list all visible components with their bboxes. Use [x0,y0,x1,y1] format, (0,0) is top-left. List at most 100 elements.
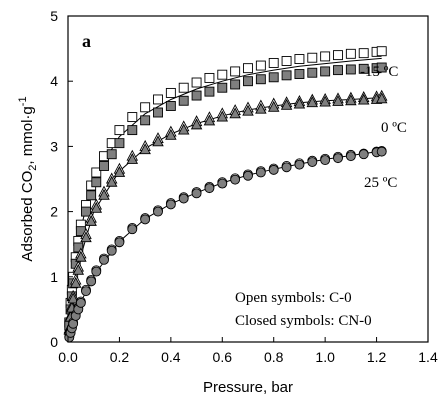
data-point-circle [140,214,151,225]
data-point-square [255,60,266,71]
data-point-triangle [319,95,331,107]
data-point-circle [191,188,202,199]
data-point-square [217,69,228,80]
data-point-circle [114,237,125,248]
data-point-circle [106,245,117,256]
data-point-triangle [267,100,280,112]
data-point-circle [268,164,279,175]
y-axis-title-superscript: -1 [17,96,29,106]
data-point-circle [333,153,343,164]
data-point-square [127,112,138,123]
data-point-square [320,66,331,77]
data-point-square [153,94,163,105]
data-point-triangle [190,118,203,130]
data-point-triangle [255,102,267,114]
data-point-triangle [293,97,306,109]
data-point-triangle [306,96,319,108]
x-axis-title: Pressure, bar [203,379,293,396]
data-point-circle [376,146,387,157]
data-point-square [294,54,305,64]
data-point-square [86,190,97,201]
data-point-circle [345,151,356,162]
data-point-triangle [105,175,118,187]
data-point-square [230,66,241,77]
data-point-square [81,206,91,217]
data-point-square [333,50,343,61]
data-point-square [178,82,189,93]
data-point-triangle [280,98,293,110]
y-tick-label: 5 [50,8,58,24]
data-point-circle [127,224,138,235]
data-point-circle [281,162,292,173]
data-point-square [204,72,215,83]
y-tick-label: 2 [50,204,58,220]
data-point-square [255,74,266,85]
data-point-triangle [67,292,79,304]
data-point-circle [81,286,91,297]
y-tick-label: 3 [50,138,58,154]
data-point-triangle [69,276,82,288]
data-point-triangle [345,94,357,106]
data-point-circle [91,266,102,277]
data-point-square [165,87,176,98]
data-point-square [140,115,151,126]
y-axis-title-subscript: 2 [27,165,39,171]
data-point-square [91,177,102,188]
data-point-triangle [203,114,216,126]
y-tick-label: 0 [50,334,58,350]
x-tick-label: 1.2 [367,349,387,365]
data-point-triangle [332,94,344,106]
y-tick-label: 4 [50,73,58,89]
data-point-triangle [357,93,370,105]
data-point-circle [255,167,266,178]
data-point-square [217,82,228,93]
data-point-square [320,51,331,62]
legend-closed-symbols: Closed symbols: CN-0 [235,313,372,329]
data-point-square [91,167,102,178]
panel-label: a [82,31,91,51]
y-axis-title: Adsorbed CO2, mmol·g-1 [17,96,39,261]
data-point-square [281,56,292,66]
x-tick-label: 1.4 [418,349,438,365]
data-point-circle [165,199,176,210]
data-point-square [165,101,176,111]
x-tick-label: 0.8 [264,349,284,365]
data-point-square [333,65,343,76]
data-point-square [307,67,318,78]
data-markers [63,46,388,343]
temperature-label-25: 25 ºC [364,175,397,191]
temperature-label-minus15: -15 ºC [360,64,398,80]
legend-open-symbols: Open symbols: C-0 [235,290,352,306]
data-point-square [268,57,279,68]
data-point-triangle [375,92,388,104]
data-point-square [191,77,202,88]
data-point-triangle [152,135,164,147]
plot-area-frame [67,15,429,343]
data-point-circle [358,149,369,160]
data-point-square [281,70,292,81]
data-point-triangle [242,104,254,116]
data-point-triangle [216,110,229,122]
data-point-circle [307,157,318,167]
x-tick-label: 1.0 [315,349,335,365]
data-point-triangle [229,107,241,119]
data-point-triangle [90,201,103,213]
data-point-square [106,149,117,160]
data-point-square [268,72,279,83]
data-point-circle [217,178,228,189]
data-point-triangle [177,123,190,135]
data-point-triangle [165,128,177,140]
data-point-circle [75,297,86,308]
data-point-circle [230,174,241,185]
x-tick-label: 0.4 [161,349,181,365]
data-point-square [114,138,125,149]
data-point-square [191,90,202,101]
data-point-square [230,79,241,90]
data-point-square [178,95,189,106]
data-point-square [204,86,215,97]
data-point-circle [86,276,97,287]
data-point-circle [294,159,305,170]
data-point-triangle [72,263,85,275]
data-point-triangle [75,250,87,262]
data-point-square [243,63,253,74]
